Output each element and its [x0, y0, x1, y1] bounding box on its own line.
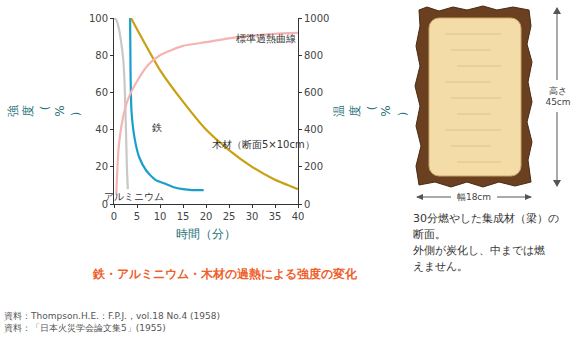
svg-text:1000: 1000 — [304, 13, 329, 24]
html-text:鉄・アルミニウム・木材の過熱による強度の変化: 鉄・アルミニウム・木材の過熱による強度の変化 — [93, 267, 357, 281]
svg-text:標準過熱曲線: 標準過熱曲線 — [236, 33, 296, 44]
svg-text:えません。: えません。 — [413, 260, 468, 273]
svg-text:15: 15 — [177, 211, 190, 222]
svg-text:20: 20 — [95, 161, 108, 172]
svg-text:5: 5 — [134, 211, 140, 222]
svg-text:断面。: 断面。 — [413, 228, 446, 241]
svg-text:400: 400 — [304, 124, 323, 135]
svg-text:温度（%）: 温度（%） — [332, 105, 408, 117]
svg-text:25: 25 — [223, 211, 236, 222]
svg-text:外側が炭化し、中までは燃: 外側が炭化し、中までは燃 — [413, 244, 545, 257]
svg-text:100: 100 — [89, 13, 108, 24]
svg-text:0: 0 — [102, 199, 108, 210]
html-text:資料：「日本火災学会論文集5」(1955): 資料：「日本火災学会論文集5」(1955) — [4, 323, 166, 333]
svg-text:0: 0 — [111, 211, 117, 222]
svg-text:鉄: 鉄 — [152, 122, 162, 133]
svg-text:600: 600 — [304, 87, 323, 98]
svg-text:60: 60 — [95, 87, 108, 98]
svg-text:40: 40 — [95, 124, 108, 135]
svg-text:80: 80 — [95, 50, 108, 61]
svg-text:800: 800 — [304, 50, 323, 61]
svg-text:0: 0 — [304, 199, 310, 210]
svg-text:35: 35 — [269, 211, 282, 222]
svg-text:強度（%）: 強度（%） — [6, 105, 82, 117]
svg-text:10: 10 — [154, 211, 167, 222]
svg-text:時間（分）: 時間（分） — [176, 227, 236, 241]
svg-text:20: 20 — [200, 211, 213, 222]
svg-text:アルミニウム: アルミニウム — [104, 191, 164, 202]
svg-text:200: 200 — [304, 161, 323, 172]
svg-text:40: 40 — [292, 211, 305, 222]
svg-text:高さ45cm: 高さ45cm — [545, 86, 570, 107]
svg-text:30分燃やした集成材（梁）の: 30分燃やした集成材（梁）の — [413, 212, 559, 225]
svg-text:幅18cm: 幅18cm — [457, 192, 491, 202]
svg-text:木材（断面5×10cm）: 木材（断面5×10cm） — [212, 139, 315, 150]
svg-text:30: 30 — [246, 211, 259, 222]
html-text:資料：Thompson.H.E.：F.P.J.，vol.18: 資料：Thompson.H.E.：F.P.J.，vol.18 No.4 (195… — [4, 311, 220, 321]
